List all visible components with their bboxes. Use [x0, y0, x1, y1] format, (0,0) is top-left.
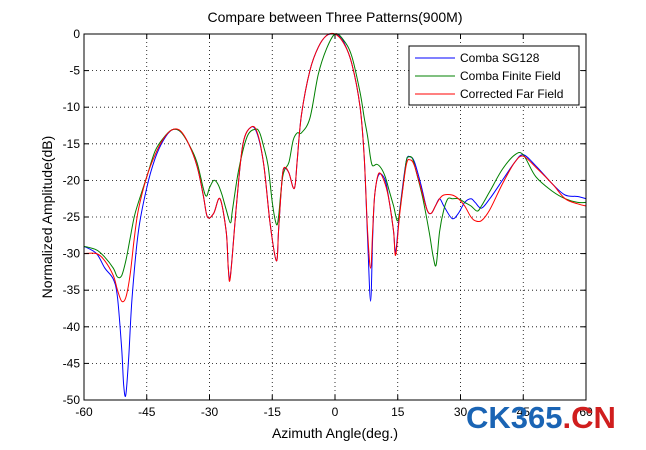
y-tick-label: -10 — [63, 100, 81, 114]
y-tick-label: -20 — [63, 173, 81, 187]
x-axis-label: Azimuth Angle(deg.) — [272, 425, 398, 441]
x-tick-label: 60 — [579, 405, 593, 419]
x-tick-label: -60 — [75, 405, 93, 419]
x-tick-label: 45 — [517, 405, 531, 419]
x-tick-label: -15 — [264, 405, 282, 419]
y-tick-label: -30 — [63, 247, 81, 261]
series-lines — [83, 32, 587, 398]
x-tick-label: 15 — [391, 405, 405, 419]
watermark-logo: CK365.CN — [466, 400, 616, 435]
x-tick-label: -45 — [138, 405, 156, 419]
watermark-main-text: CK365 — [466, 400, 563, 435]
y-tick-label: 0 — [73, 27, 80, 41]
series-line-2 — [83, 33, 587, 279]
svg-text:CK365.CN: CK365.CN — [466, 400, 616, 435]
y-tick-label: -35 — [63, 283, 81, 297]
y-tick-label: -45 — [63, 356, 81, 370]
axis-ticks — [83, 33, 587, 401]
y-tick-labels: 0 -5 -10 -15 -20 -25 -30 -35 -40 -45 -50 — [63, 27, 81, 407]
x-tick-labels: -60 -45 -30 -15 0 15 30 45 60 — [75, 405, 593, 419]
watermark-accent-text: .CN — [563, 400, 616, 435]
y-axis-label: Normalized Amplitude(dB) — [39, 136, 55, 299]
legend-label-2: Comba Finite Field — [460, 69, 561, 83]
series-line-3 — [83, 32, 587, 303]
legend-label-1: Comba SG128 — [460, 51, 540, 65]
y-tick-label: -15 — [63, 137, 81, 151]
x-tick-label: 30 — [454, 405, 468, 419]
y-tick-label: -50 — [63, 393, 81, 407]
x-tick-label: 0 — [332, 405, 339, 419]
chart-title: Compare between Three Patterns(900M) — [208, 9, 463, 25]
y-tick-label: -5 — [69, 64, 80, 78]
x-tick-label: -30 — [201, 405, 219, 419]
legend-label-3: Corrected Far Field — [460, 87, 563, 101]
y-tick-label: -25 — [63, 210, 81, 224]
chart-legend: Comba SG128 Comba Finite Field Corrected F… — [408, 45, 580, 106]
y-tick-label: -40 — [63, 320, 81, 334]
